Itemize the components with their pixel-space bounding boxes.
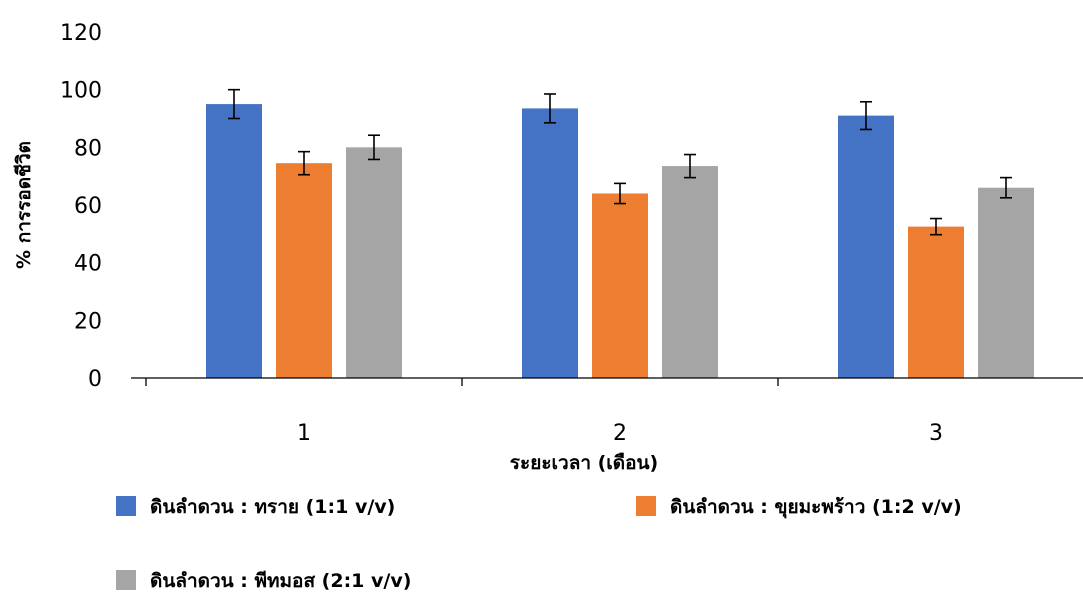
legend-label: ดินลำดวน : ทราย (1:1 v/v) <box>150 496 395 518</box>
bar <box>346 147 402 378</box>
y-axis-title: % การรอดชีวิต <box>13 141 35 269</box>
y-tick-label: 20 <box>74 309 102 334</box>
legend-label: ดินลำดวน : ขุยมะพร้าว (1:2 v/v) <box>670 496 962 519</box>
bar <box>838 115 894 378</box>
x-tick-label: 1 <box>297 421 311 446</box>
y-tick-label: 0 <box>88 367 102 392</box>
bar <box>592 193 648 378</box>
legend-swatch <box>116 570 136 590</box>
x-axis-title: ระยะเวลา (เดือน) <box>510 452 658 474</box>
y-tick-label: 100 <box>60 79 102 104</box>
bar <box>206 104 262 378</box>
bar <box>978 187 1034 378</box>
bar <box>908 226 964 378</box>
legend-swatch <box>116 496 136 516</box>
legend-swatch <box>636 496 656 516</box>
legend-label: ดินลำดวน : พีทมอส (2:1 v/v) <box>150 570 411 592</box>
y-tick-label: 40 <box>74 252 102 277</box>
bar <box>522 108 578 379</box>
bar <box>662 166 718 378</box>
y-tick-label: 60 <box>74 194 102 219</box>
x-tick-label: 3 <box>929 421 943 446</box>
x-tick-label: 2 <box>613 421 627 446</box>
bar <box>276 163 332 378</box>
y-tick-label: 80 <box>74 136 102 161</box>
y-tick-label: 120 <box>60 21 102 46</box>
